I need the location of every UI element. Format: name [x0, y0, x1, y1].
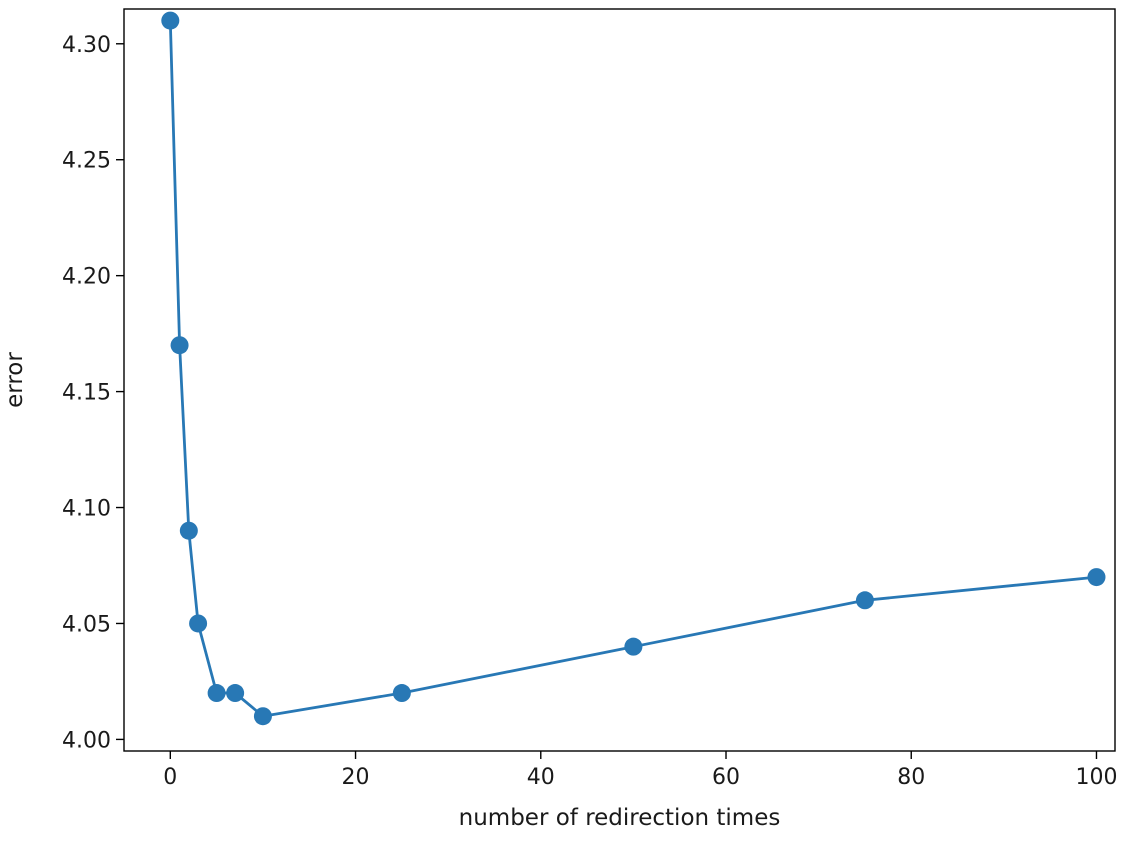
data-point: [624, 637, 643, 656]
plot-frame: [123, 8, 1116, 752]
y-tick-label: 4.10: [62, 497, 111, 522]
data-point: [392, 684, 411, 703]
data-point: [855, 591, 874, 610]
x-tick-label: 0: [163, 765, 177, 790]
x-tick-label: 100: [1075, 765, 1117, 790]
y-axis-label: error: [2, 352, 28, 408]
x-tick-label: 20: [342, 765, 370, 790]
ticks-layer: 0 20 40 60 80 100 4.00 4.05 4.10 4.15 4.20 4.25 4.30: [62, 33, 1117, 790]
y-tick-label: 4.00: [62, 728, 111, 753]
data-point: [207, 684, 226, 703]
data-point: [226, 684, 245, 703]
data-point: [170, 336, 189, 355]
y-tick-label: 4.15: [62, 381, 111, 406]
y-tick-label: 4.30: [62, 33, 111, 58]
data-point: [161, 11, 180, 30]
x-axis-label: number of redirection times: [459, 805, 781, 831]
data-point: [1087, 568, 1106, 587]
x-tick-label: 60: [712, 765, 740, 790]
x-tick-label: 80: [897, 765, 925, 790]
data-point: [253, 707, 272, 726]
y-tick-label: 4.20: [62, 265, 111, 290]
y-tick-label: 4.05: [62, 612, 111, 637]
y-tick-label: 4.25: [62, 149, 111, 174]
x-tick-label: 40: [527, 765, 555, 790]
series-line: [168, 20, 1097, 718]
data-point: [179, 521, 198, 540]
data-point: [189, 614, 208, 633]
series-layer: [161, 11, 1106, 726]
